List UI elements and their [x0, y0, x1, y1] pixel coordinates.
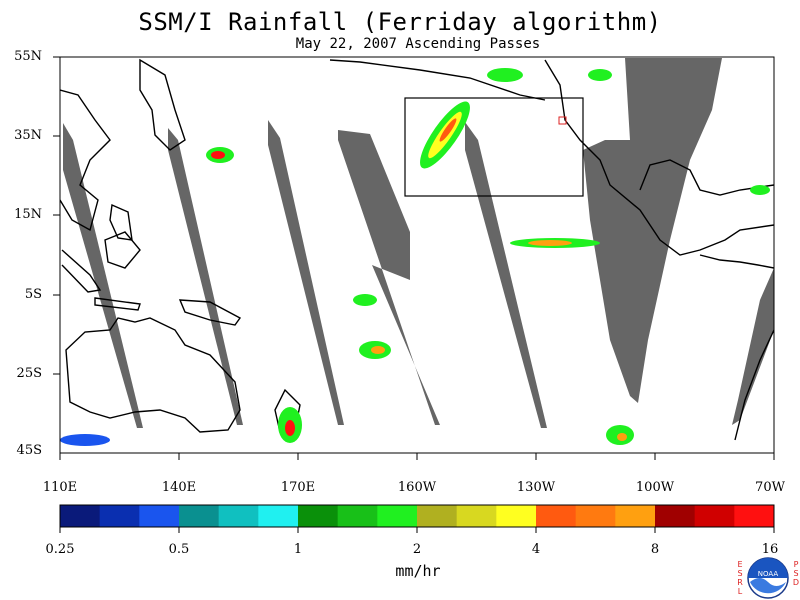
colorbar-swatch-0 [60, 505, 101, 527]
lat-label-35n: 35N [14, 128, 42, 143]
coast-philippines [109, 203, 133, 241]
colorbar-swatch-14 [615, 505, 656, 527]
swath-2 [168, 128, 243, 425]
lat-label-45s: 45S [16, 443, 42, 458]
colorbar-swatch-2 [139, 505, 180, 527]
colorbar-tick-2: 1 [293, 542, 303, 557]
no-data-swaths [63, 58, 774, 428]
svg-text:NOAA: NOAA [758, 570, 779, 578]
noaa-logo-icon: NOAA [747, 557, 789, 599]
swath-1 [63, 123, 143, 428]
map-subtitle: May 22, 2007 Ascending Passes [295, 36, 541, 52]
coast-new-guinea [178, 299, 242, 326]
coast-asia [60, 89, 111, 232]
colorbar-swatch-7 [337, 505, 378, 527]
colorbar-swatch-10 [456, 505, 497, 527]
colorbar-swatch-15 [655, 505, 696, 527]
colorbar-swatch-3 [179, 505, 220, 527]
colorbar-tick-5: 8 [650, 542, 660, 557]
highlight-box [404, 97, 584, 197]
coast-java [94, 297, 141, 311]
coast-north-america [544, 59, 774, 256]
lon-label-170e: 170E [280, 480, 316, 495]
coast-gulf [639, 159, 774, 196]
lat-label-25s: 25S [16, 366, 42, 381]
colorbar-swatch-13 [575, 505, 616, 527]
lat-label-5s: 5S [24, 287, 42, 302]
colorbar-swatch-12 [536, 505, 577, 527]
colorbar-swatch-1 [99, 505, 140, 527]
colorbar-tick-4: 4 [531, 542, 541, 557]
lon-label-130w: 130W [516, 480, 556, 495]
lat-label-15n: 15N [14, 207, 42, 222]
lon-label-100w: 100W [635, 480, 675, 495]
map-title: SSM/I Rainfall (Ferriday algorithm) [138, 8, 662, 36]
colorbar-tick-0: 0.25 [45, 542, 75, 557]
lat-label-55n: 55N [14, 49, 42, 64]
colorbar-swatch-11 [496, 505, 537, 527]
colorbar-swatch-9 [417, 505, 458, 527]
colorbar-tick-1: 0.5 [168, 542, 190, 557]
colorbar-swatch-8 [377, 505, 418, 527]
axis-ticks [53, 56, 775, 460]
highlight-marker [558, 116, 567, 125]
colorbar-tick-3: 2 [412, 542, 422, 557]
colorbar-tick-6: 16 [761, 542, 779, 557]
swath-5 [465, 122, 547, 428]
swath-4 [338, 130, 440, 425]
colorbar-swatch-16 [694, 505, 735, 527]
colorbar-swatch-6 [298, 505, 339, 527]
lon-label-160w: 160W [397, 480, 437, 495]
rain-cells [60, 68, 770, 446]
lon-label-110e: 110E [42, 480, 78, 495]
swath-3 [268, 120, 344, 425]
coast-borneo [104, 231, 141, 269]
lon-label-140e: 140E [161, 480, 197, 495]
swath-6 [583, 58, 722, 403]
coast-japan [139, 58, 186, 151]
lon-label-70w: 70W [755, 480, 785, 495]
coast-sumatra [61, 249, 102, 293]
coast-alaska [329, 59, 546, 101]
coast-south-america [699, 254, 774, 441]
colorbar [59, 504, 775, 533]
colorbar-swatch-4 [218, 505, 259, 527]
colorbar-units: mm/hr [395, 562, 441, 580]
swath-7 [732, 268, 774, 425]
coast-australia [65, 317, 241, 433]
colorbar-swatch-17 [734, 505, 775, 527]
colorbar-swatch-5 [258, 505, 299, 527]
